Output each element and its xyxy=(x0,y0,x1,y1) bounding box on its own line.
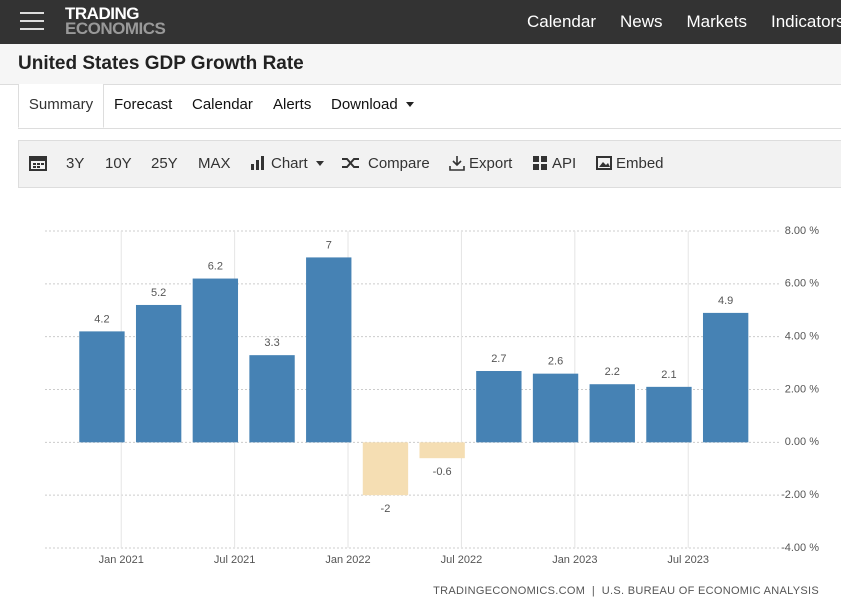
toolbar: 3Y 10Y 25Y MAX Chart Compare Export API … xyxy=(18,140,841,188)
tab[interactable]: Summary xyxy=(18,84,104,128)
data-label: 2.6 xyxy=(548,356,563,368)
page-title: United States GDP Growth Rate xyxy=(18,53,304,74)
y-tick-label: 6.00 % xyxy=(785,278,819,290)
bar xyxy=(646,386,692,443)
x-tick-label: Jan 2021 xyxy=(99,554,144,566)
logo[interactable]: TRADING ECONOMICS xyxy=(65,4,166,38)
bar xyxy=(306,257,352,443)
nav-items: Calendar News Markets Indicators xyxy=(527,12,841,32)
bar xyxy=(192,278,239,443)
bar xyxy=(79,331,125,443)
bar xyxy=(419,442,465,459)
compare-icon xyxy=(342,158,359,168)
bar xyxy=(532,373,579,443)
x-tick-label: Jan 2023 xyxy=(552,554,597,566)
bar xyxy=(702,312,749,443)
bar xyxy=(476,371,522,443)
x-tick-label: Jul 2021 xyxy=(214,554,256,566)
x-tick-label: Jul 2022 xyxy=(441,554,483,566)
bar xyxy=(589,384,635,443)
data-label: 7 xyxy=(326,239,332,251)
tab[interactable]: Download xyxy=(331,96,398,113)
tab[interactable]: Alerts xyxy=(273,96,312,113)
range-button[interactable]: 10Y xyxy=(105,155,132,172)
dropdown-caret xyxy=(406,102,414,107)
embed-button[interactable]: Embed xyxy=(616,155,664,172)
y-tick-label: -4.00 % xyxy=(781,542,819,554)
embed-icon xyxy=(596,156,612,170)
dropdown-caret xyxy=(316,161,324,166)
y-tick-label: 8.00 % xyxy=(785,225,819,237)
data-label: 5.2 xyxy=(151,287,166,299)
data-label: 2.2 xyxy=(605,366,620,378)
nav-bar: TRADING ECONOMICS Calendar News Markets Indi… xyxy=(0,0,841,44)
data-label: 4.2 xyxy=(94,313,109,325)
chart-icon xyxy=(251,156,264,170)
data-label: -0.6 xyxy=(433,466,452,478)
nav-item[interactable]: News xyxy=(620,12,663,31)
chart: -4.00 % -2.00 % 0.00 % 2.00 % 4.00 % 6.00 % 8.… xyxy=(45,225,819,597)
nav-item[interactable]: Markets xyxy=(686,12,747,31)
source: TRADINGECONOMICS.COM | U.S. BUREAU OF EC… xyxy=(433,585,819,597)
y-tick-label: -2.00 % xyxy=(781,489,819,501)
nav-item[interactable]: Calendar xyxy=(527,12,596,31)
data-label: 6.2 xyxy=(208,260,223,272)
tabs: Summary Forecast Calendar Alerts Downloa… xyxy=(18,84,841,129)
y-tick-label: 4.00 % xyxy=(785,331,819,343)
y-tick-label: 0.00 % xyxy=(785,436,819,448)
bar xyxy=(135,304,182,443)
data-label: 2.1 xyxy=(661,369,676,381)
compare-button[interactable]: Compare xyxy=(368,155,430,172)
range-button[interactable]: MAX xyxy=(198,155,231,172)
title-bar: United States GDP Growth Rate xyxy=(0,44,841,85)
bar xyxy=(249,355,295,443)
export-icon xyxy=(449,156,465,171)
tab[interactable]: Calendar xyxy=(192,96,253,113)
data-label: -2 xyxy=(381,503,391,515)
menu-button[interactable] xyxy=(20,12,44,32)
x-tick-label: Jul 2023 xyxy=(667,554,709,566)
logo-top: TRADING xyxy=(65,4,139,23)
export-button[interactable]: Export xyxy=(469,155,513,172)
range-button[interactable]: 25Y xyxy=(151,155,178,172)
logo-bottom: ECONOMICS xyxy=(65,19,166,38)
chart-button[interactable]: Chart xyxy=(271,155,308,172)
api-button[interactable]: API xyxy=(552,155,577,172)
calendar-icon[interactable] xyxy=(29,155,47,171)
data-label: 4.9 xyxy=(718,295,733,307)
tab[interactable]: Forecast xyxy=(114,96,173,113)
nav-item[interactable]: Indicators xyxy=(770,12,841,31)
bar xyxy=(362,442,409,496)
x-tick-label: Jan 2022 xyxy=(325,554,370,566)
api-icon xyxy=(533,156,547,170)
range-button[interactable]: 3Y xyxy=(66,155,85,172)
data-label: 3.3 xyxy=(264,337,279,349)
y-tick-label: 2.00 % xyxy=(785,383,819,395)
data-label: 2.7 xyxy=(491,353,506,365)
